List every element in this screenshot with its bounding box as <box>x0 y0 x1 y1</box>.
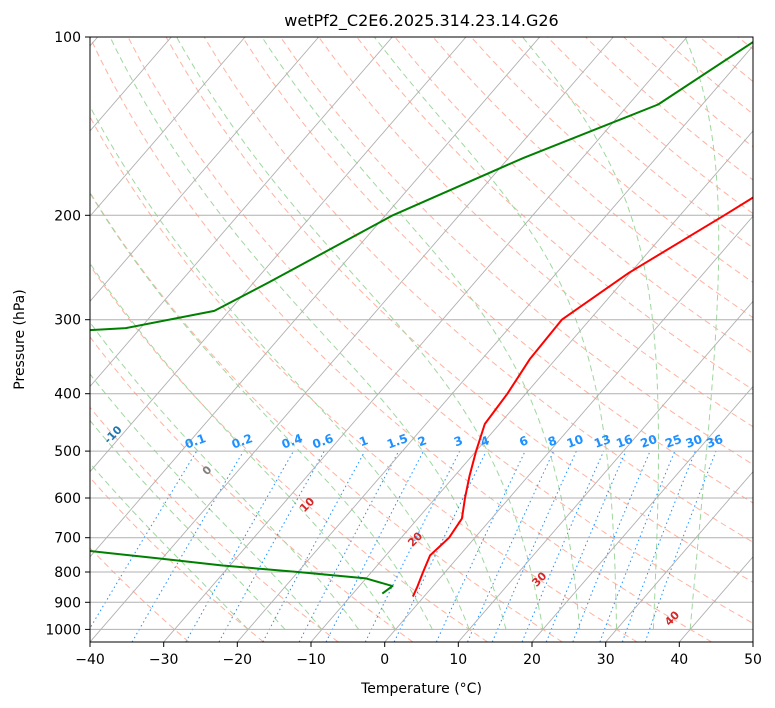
y-tick-label: 200 <box>54 208 81 224</box>
moist-adiabat-line <box>373 37 617 630</box>
x-tick-label: 0 <box>380 652 389 668</box>
temperature-profile-line <box>411 196 753 598</box>
y-tick-label: 100 <box>54 30 81 46</box>
isotherm-line <box>457 300 753 642</box>
mixing-ratio-line <box>393 450 487 642</box>
x-tick-label: 30 <box>597 652 615 668</box>
mixing-ratio-line <box>364 450 461 642</box>
mixing-ratio-line <box>90 450 198 630</box>
mixing-ratio-line <box>621 450 696 642</box>
y-tick-label: 700 <box>54 531 81 547</box>
y-tick-label: 300 <box>54 313 81 329</box>
moist-adiabat-line <box>684 37 720 630</box>
sounding-profiles <box>90 40 753 598</box>
x-tick-label: 40 <box>670 652 688 668</box>
moist-adiabat-line <box>90 105 470 630</box>
mixing-ratio-line <box>599 450 676 642</box>
mixing-ratio-label: 36 <box>704 432 724 451</box>
x-tick-label: −30 <box>149 652 179 668</box>
x-axis-label: Temperature (°C) <box>360 681 482 697</box>
mixing-ratio-line <box>262 450 366 642</box>
isotherm-line <box>163 37 688 642</box>
plot-frame <box>89 36 754 643</box>
mixing-ratio-labels: 0.1 0.2 0.4 0.6 1 1.5 2 3 4 6 8 10 13 16 20 25 30 36 <box>183 431 725 451</box>
isotherm-line <box>531 385 753 642</box>
moist-adiabat-line <box>90 321 360 630</box>
mixing-ratio-label: 0.1 <box>183 431 208 451</box>
isotherm-line <box>90 37 393 388</box>
dry-adiabat-line <box>165 37 753 583</box>
isotherm-line <box>90 37 320 303</box>
isotherm-line <box>90 37 614 642</box>
y-tick-label: 600 <box>54 491 81 507</box>
dry-adiabat-line <box>90 37 712 642</box>
mixing-ratio-line <box>131 450 244 642</box>
dry-adiabat-line <box>127 37 753 624</box>
isotherm-line <box>236 45 753 642</box>
x-axis-ticks: −40 −30 −20 −10 0 10 20 30 40 50 <box>75 642 762 668</box>
y-tick-label: 1000 <box>45 622 81 638</box>
isobars <box>90 37 753 630</box>
moist-adiabat-line <box>90 419 286 630</box>
isotherm-line <box>384 215 753 642</box>
dry-adiabat-line <box>203 37 753 543</box>
dry-adiabat-line <box>90 264 488 642</box>
moist-adiabat-line <box>90 262 396 630</box>
dry-adiabat-line <box>90 191 563 642</box>
dry-adiabat-line <box>90 476 264 642</box>
x-tick-label: −40 <box>75 652 105 668</box>
dry-adiabat-line <box>356 37 753 391</box>
dry-adiabat-line <box>241 37 753 504</box>
dry-adiabat-line <box>90 115 638 642</box>
mixing-ratio-label: 0.2 <box>230 431 255 451</box>
moist-adiabat-line <box>261 37 581 630</box>
y-tick-label: 500 <box>54 444 81 460</box>
mixing-ratio-label: 20 <box>638 432 658 451</box>
mixing-ratio-label: 10 <box>565 432 585 451</box>
mixing-ratio-label: 1.5 <box>385 431 410 451</box>
x-tick-label: −20 <box>223 652 253 668</box>
isotherm-line <box>90 37 246 217</box>
mixing-ratio-line <box>435 450 526 642</box>
x-tick-label: 50 <box>744 652 762 668</box>
x-tick-label: 10 <box>449 652 467 668</box>
isotherm-line <box>605 471 753 642</box>
x-tick-label: −10 <box>296 652 326 668</box>
y-tick-label: 900 <box>54 595 81 611</box>
x-tick-label: 20 <box>523 652 541 668</box>
moist-adiabats <box>90 37 720 630</box>
moist-adiabat-line <box>109 37 507 630</box>
isotherm-line <box>90 37 467 473</box>
moist-adiabat-line <box>522 37 659 630</box>
mixing-ratio-label: 0.4 <box>280 431 305 451</box>
mixing-ratio-lines <box>90 450 717 642</box>
moist-adiabat-line <box>90 192 433 630</box>
moist-adiabat-line <box>90 462 249 630</box>
isotherms <box>90 37 753 642</box>
y-tick-label: 800 <box>54 565 81 581</box>
dewpoint-profile-line <box>90 40 753 595</box>
isotherm-line <box>310 130 753 642</box>
y-axis-ticks: 100 200 300 400 500 600 700 800 900 1000 <box>45 30 90 638</box>
y-axis-label: Pressure (hPa) <box>12 289 28 389</box>
dry-adiabat-line <box>90 406 339 642</box>
isotherm-line <box>90 37 541 558</box>
chart-title: wetPf2_C2E6.2025.314.23.14.G26 <box>284 11 558 31</box>
moist-adiabat-line <box>90 373 323 630</box>
mixing-ratio-line <box>572 450 651 642</box>
y-tick-label: 400 <box>54 387 81 403</box>
dry-adiabat-line <box>432 37 753 319</box>
mixing-ratio-label: 0.6 <box>311 431 336 451</box>
dry-adiabat-line <box>394 37 753 355</box>
moist-adiabat-line <box>176 37 544 630</box>
mixing-ratio-label: 30 <box>684 432 704 451</box>
dry-adiabat-line <box>90 547 190 642</box>
mixing-ratio-label: 13 <box>592 432 612 451</box>
mixing-ratio-label: 16 <box>614 432 634 451</box>
mixing-ratio-label: 25 <box>663 432 683 451</box>
